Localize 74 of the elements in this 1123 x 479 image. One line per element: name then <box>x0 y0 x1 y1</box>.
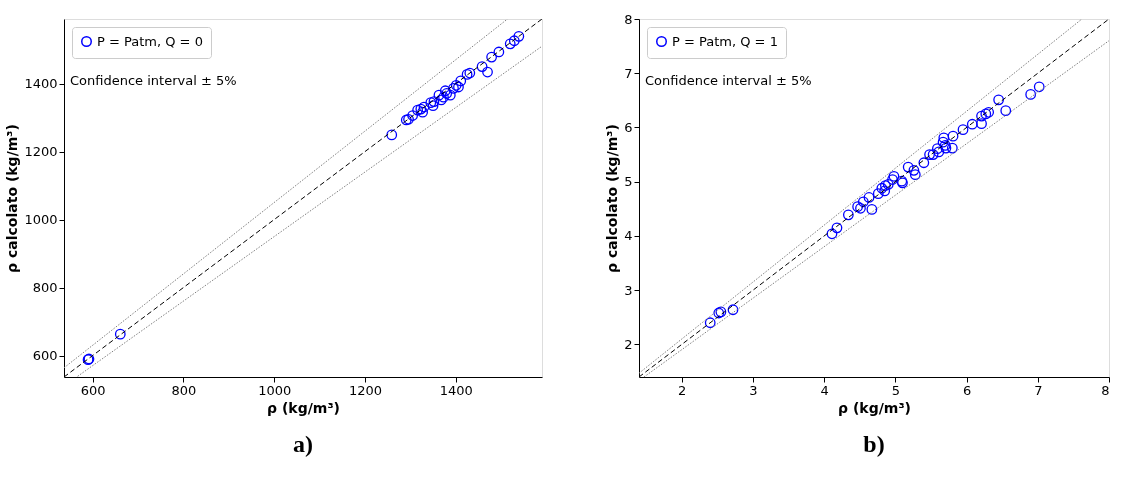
x-axis-title: ρ (kg/m³) <box>838 399 911 416</box>
point <box>831 222 843 234</box>
x-tick-label: 800 <box>171 382 197 398</box>
point <box>976 110 987 122</box>
y-tick-label: 600 <box>32 348 58 364</box>
point <box>993 94 1005 106</box>
point <box>946 142 958 154</box>
point <box>957 124 969 136</box>
point <box>727 304 739 316</box>
point <box>902 161 914 173</box>
x-tick-label: 3 <box>749 382 758 398</box>
x-axis-title: ρ (kg/m³) <box>267 399 340 416</box>
point <box>455 75 467 87</box>
x-tick-label: 5 <box>891 382 900 398</box>
point <box>482 66 493 78</box>
legend-label: P = Patm, Q = 1 <box>672 33 778 49</box>
x-tick-label: 600 <box>80 382 106 398</box>
point <box>704 317 716 329</box>
point <box>863 192 875 203</box>
annotation: Confidence interval ± 5% <box>70 73 237 88</box>
point <box>386 129 398 141</box>
y-axis-title: ρ calcolato (kg/m³) <box>4 124 21 273</box>
y-tick-label: 7 <box>624 65 633 81</box>
point <box>918 157 930 169</box>
point <box>1025 89 1037 100</box>
y-tick-label: 6 <box>624 119 633 135</box>
y-tick-label: 4 <box>624 228 633 244</box>
y-tick-label: 1000 <box>24 212 58 228</box>
point <box>976 118 987 130</box>
y-tick-label: 8 <box>624 11 633 27</box>
legend-label: P = Patm, Q = 0 <box>97 33 203 49</box>
y-axis-title: ρ calcolato (kg/m³) <box>604 124 621 273</box>
point <box>1000 105 1012 117</box>
point <box>433 89 445 101</box>
point <box>493 46 505 58</box>
point <box>842 209 854 221</box>
point <box>504 38 516 50</box>
y-tick-label: 1200 <box>24 144 58 160</box>
point <box>938 132 950 144</box>
point <box>407 110 419 121</box>
point <box>947 130 959 142</box>
point <box>513 30 525 42</box>
y-tick-label: 1400 <box>24 76 58 92</box>
point <box>508 35 520 47</box>
point <box>866 204 878 215</box>
y-tick-label: 3 <box>624 282 633 298</box>
point <box>909 169 921 181</box>
point <box>857 196 869 208</box>
x-tick-label: 6 <box>962 382 972 398</box>
point <box>114 328 126 340</box>
annotation: Confidence interval ± 5% <box>645 73 812 88</box>
x-tick-label: 4 <box>820 382 829 398</box>
text: a) <box>293 431 313 457</box>
y-tick-label: 5 <box>624 174 633 190</box>
point <box>826 228 838 240</box>
point <box>924 149 935 160</box>
x-tick-label: 8 <box>1101 382 1110 398</box>
x-tick-label: 1000 <box>258 382 292 398</box>
text: b) <box>863 431 885 457</box>
y-tick-label: 800 <box>32 280 58 296</box>
point <box>908 164 920 176</box>
point <box>476 61 488 72</box>
point <box>966 118 978 130</box>
y-tick-label: 2 <box>624 336 633 352</box>
x-tick-label: 1400 <box>439 382 473 398</box>
point <box>872 188 884 200</box>
point <box>927 149 939 160</box>
point <box>887 174 898 185</box>
point <box>888 170 900 182</box>
point <box>486 51 498 63</box>
x-tick-label: 2 <box>678 382 687 398</box>
point <box>1033 81 1045 93</box>
x-tick-label: 7 <box>1034 382 1043 398</box>
x-tick-label: 1200 <box>348 382 383 398</box>
